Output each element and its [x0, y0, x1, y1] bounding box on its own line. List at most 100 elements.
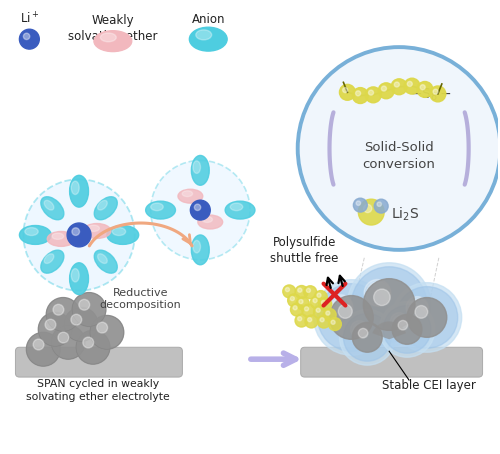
Circle shape [404, 78, 420, 94]
Circle shape [374, 199, 388, 213]
Circle shape [53, 304, 64, 315]
Circle shape [67, 223, 91, 247]
Circle shape [305, 315, 318, 328]
Text: $-\mathrm{S}_8-$: $-\mathrm{S}_8-$ [410, 87, 452, 103]
Circle shape [24, 33, 30, 39]
Circle shape [298, 288, 302, 292]
Circle shape [298, 47, 500, 250]
Circle shape [314, 280, 389, 355]
Circle shape [308, 318, 312, 322]
Circle shape [340, 310, 395, 365]
Circle shape [45, 319, 56, 330]
Text: Polysulfide
shuttle free: Polysulfide shuttle free [270, 236, 339, 265]
Circle shape [320, 318, 324, 322]
Circle shape [417, 82, 433, 98]
Circle shape [350, 321, 368, 338]
Circle shape [323, 308, 336, 321]
Ellipse shape [94, 250, 118, 273]
Circle shape [342, 88, 347, 93]
Circle shape [392, 283, 462, 352]
Circle shape [150, 160, 250, 260]
Circle shape [318, 284, 385, 351]
FancyBboxPatch shape [16, 347, 182, 377]
Circle shape [295, 286, 308, 298]
Ellipse shape [192, 235, 210, 265]
Text: Anion: Anion [192, 13, 225, 26]
Circle shape [390, 313, 408, 331]
Circle shape [394, 82, 400, 87]
Ellipse shape [190, 27, 227, 51]
Circle shape [313, 299, 317, 303]
Circle shape [283, 285, 296, 298]
Ellipse shape [178, 189, 203, 203]
Circle shape [310, 296, 324, 309]
Circle shape [288, 294, 300, 307]
Text: SPAN cycled in weakly
solvating ether electrolyte: SPAN cycled in weakly solvating ether el… [26, 379, 170, 402]
Circle shape [326, 311, 330, 315]
Text: Reductive
decomposition: Reductive decomposition [100, 288, 182, 311]
Circle shape [33, 339, 44, 350]
Circle shape [194, 204, 200, 211]
Circle shape [415, 306, 428, 318]
Circle shape [322, 301, 326, 305]
Circle shape [392, 315, 408, 331]
Circle shape [331, 297, 352, 319]
Text: Weakly
solvating ether: Weakly solvating ether [68, 15, 158, 43]
Circle shape [408, 299, 428, 319]
Circle shape [340, 84, 355, 100]
Circle shape [51, 326, 85, 359]
Circle shape [391, 79, 407, 95]
Ellipse shape [83, 223, 111, 238]
Circle shape [26, 332, 60, 366]
Ellipse shape [193, 161, 200, 173]
Circle shape [358, 328, 368, 338]
Circle shape [407, 81, 412, 86]
Circle shape [20, 29, 40, 49]
Circle shape [38, 312, 72, 346]
Circle shape [338, 304, 352, 318]
Ellipse shape [47, 232, 75, 247]
Circle shape [24, 179, 134, 291]
Circle shape [348, 263, 431, 346]
Ellipse shape [146, 201, 176, 219]
Circle shape [318, 315, 330, 328]
Circle shape [64, 307, 98, 341]
Circle shape [354, 198, 368, 212]
Ellipse shape [202, 217, 212, 222]
Circle shape [352, 267, 427, 342]
Circle shape [364, 280, 391, 306]
Circle shape [293, 306, 297, 310]
Circle shape [79, 299, 90, 310]
Circle shape [364, 279, 415, 331]
Circle shape [290, 303, 304, 316]
Circle shape [76, 331, 110, 364]
Circle shape [96, 322, 108, 333]
FancyBboxPatch shape [300, 347, 482, 377]
Circle shape [302, 304, 315, 317]
Circle shape [392, 315, 422, 344]
Text: Solid-Solid
conversion: Solid-Solid conversion [362, 142, 436, 172]
Ellipse shape [52, 233, 64, 239]
Text: Li$^+$: Li$^+$ [20, 12, 39, 27]
Circle shape [314, 291, 328, 303]
Ellipse shape [150, 203, 163, 211]
Circle shape [406, 296, 428, 319]
Circle shape [286, 287, 290, 291]
Circle shape [298, 317, 302, 321]
Ellipse shape [100, 33, 116, 42]
Ellipse shape [98, 254, 108, 263]
Circle shape [356, 201, 360, 205]
Ellipse shape [230, 203, 242, 211]
Circle shape [353, 323, 368, 338]
Circle shape [71, 314, 82, 325]
Circle shape [296, 297, 309, 310]
Circle shape [72, 292, 106, 326]
Ellipse shape [196, 30, 212, 40]
Circle shape [331, 320, 335, 324]
Circle shape [190, 200, 210, 220]
Circle shape [46, 297, 80, 331]
Circle shape [290, 296, 294, 301]
Ellipse shape [112, 227, 126, 236]
Circle shape [72, 228, 80, 236]
Ellipse shape [192, 155, 210, 185]
